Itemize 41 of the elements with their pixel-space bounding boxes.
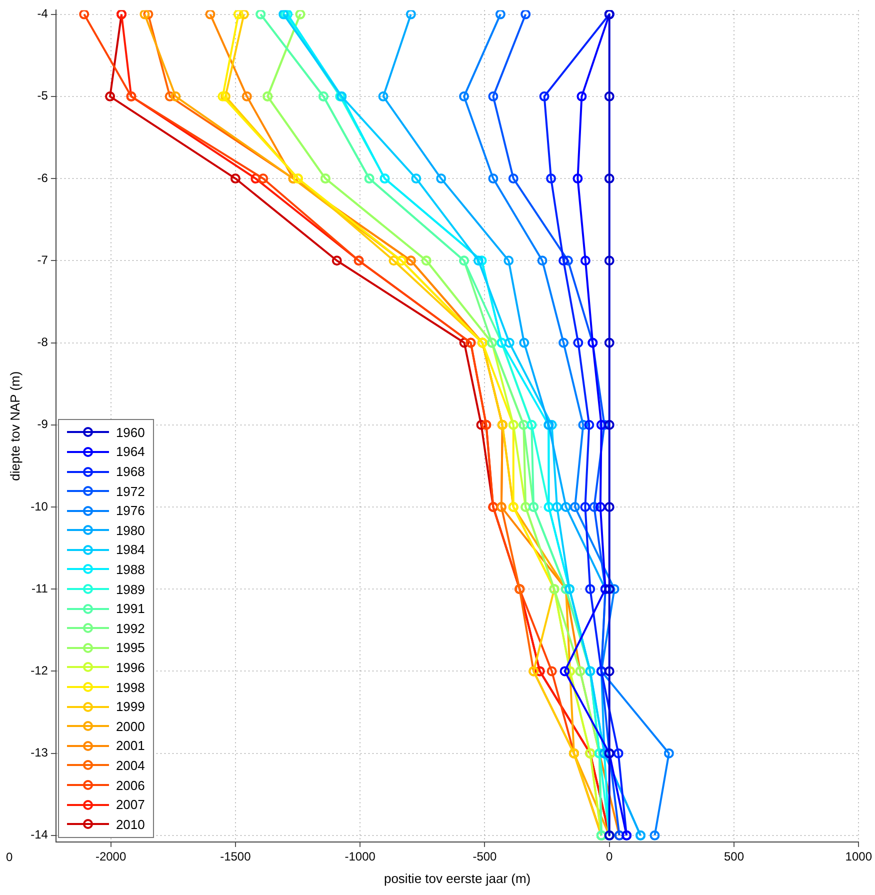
y-tick-label: -10 xyxy=(30,499,48,514)
legend-label: 1995 xyxy=(116,640,145,656)
y-tick-label: -9 xyxy=(37,417,48,432)
legend-label: 1992 xyxy=(116,620,145,636)
y-tick-label: -12 xyxy=(30,664,48,678)
y-tick-label: -14 xyxy=(30,828,48,842)
legend-label: 1972 xyxy=(116,484,145,499)
legend-label: 2001 xyxy=(116,738,145,754)
x-axis-title: positie tov eerste jaar (m) xyxy=(384,870,531,886)
legend-label: 1976 xyxy=(116,503,145,518)
legend-label: 1960 xyxy=(116,424,145,440)
legend-label: 2010 xyxy=(116,816,145,832)
x-tick-label: -500 xyxy=(472,850,498,864)
legend-label: 1996 xyxy=(116,660,145,675)
legend-label: 1988 xyxy=(116,562,145,577)
x-tick-label: -2000 xyxy=(95,850,126,864)
legend-label: 1968 xyxy=(116,464,145,480)
legend-label: 2004 xyxy=(116,758,145,773)
y-tick-label: -5 xyxy=(37,88,48,103)
y-tick-label: -4 xyxy=(37,6,48,21)
legend-label: 1989 xyxy=(116,582,145,597)
legend-label: 1980 xyxy=(116,522,145,538)
legend-label: 1984 xyxy=(116,542,145,558)
legend-label: 1998 xyxy=(116,680,145,695)
legend-label: 2000 xyxy=(116,718,145,734)
y-tick-label: -7 xyxy=(37,252,48,267)
legend-label: 2006 xyxy=(116,778,145,793)
legend-label: 1991 xyxy=(116,601,145,616)
legend-label: 2007 xyxy=(116,797,145,812)
y-tick-label: -6 xyxy=(37,170,48,185)
y-tick-label: -13 xyxy=(30,746,48,760)
x-tick-label: 500 xyxy=(724,850,744,864)
x-tick-label: 1000 xyxy=(845,850,872,864)
x-tick-label: 0 xyxy=(606,850,614,864)
y-axis-title: diepte tov NAP (m) xyxy=(7,371,22,481)
y-tick-label: -8 xyxy=(37,335,48,350)
legend-label: 1999 xyxy=(116,699,145,714)
y-tick-label: -11 xyxy=(31,581,48,596)
x-tick-label: -1500 xyxy=(220,850,252,864)
x-tick-label: -1000 xyxy=(344,850,376,864)
legend-label: 1964 xyxy=(116,444,145,460)
